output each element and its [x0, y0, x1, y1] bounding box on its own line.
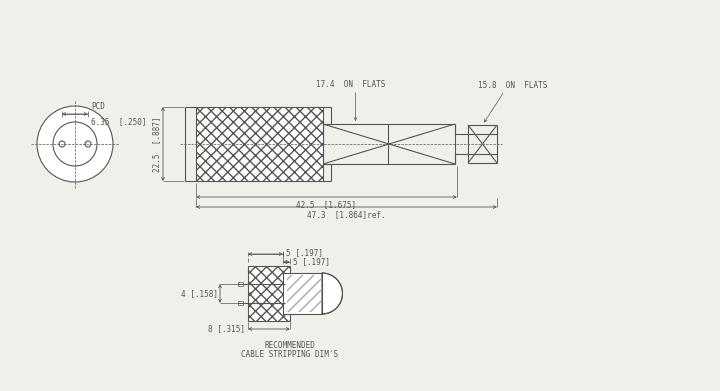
Text: 8 [.315]: 8 [.315] — [208, 325, 245, 334]
Circle shape — [53, 122, 97, 166]
Text: 22.5  [.887]: 22.5 [.887] — [152, 116, 161, 172]
Text: 47.3  [1.864]ref.: 47.3 [1.864]ref. — [307, 210, 386, 219]
Text: 42.5  [1.675]: 42.5 [1.675] — [297, 200, 356, 209]
Circle shape — [59, 141, 65, 147]
Bar — [283, 273, 322, 314]
Bar — [196, 107, 323, 181]
Wedge shape — [322, 273, 343, 314]
Bar — [287, 275, 322, 312]
Text: PCD: PCD — [91, 102, 105, 111]
Circle shape — [37, 106, 113, 182]
Text: 6.35  [.250]: 6.35 [.250] — [91, 117, 146, 126]
Bar — [248, 266, 290, 321]
Text: 15.8  ON  FLATS: 15.8 ON FLATS — [478, 81, 547, 90]
Text: 17.4  ON  FLATS: 17.4 ON FLATS — [316, 80, 385, 89]
Text: RECOMMENDED: RECOMMENDED — [264, 341, 315, 350]
Text: CABLE STRIPPING DIM'S: CABLE STRIPPING DIM'S — [241, 350, 338, 359]
Text: 5 [.197]: 5 [.197] — [293, 258, 330, 267]
Bar — [238, 301, 243, 305]
Text: 5 [.197]: 5 [.197] — [286, 249, 323, 258]
Text: 4 [.158]: 4 [.158] — [181, 289, 218, 298]
Circle shape — [85, 141, 91, 147]
Bar — [238, 282, 243, 286]
